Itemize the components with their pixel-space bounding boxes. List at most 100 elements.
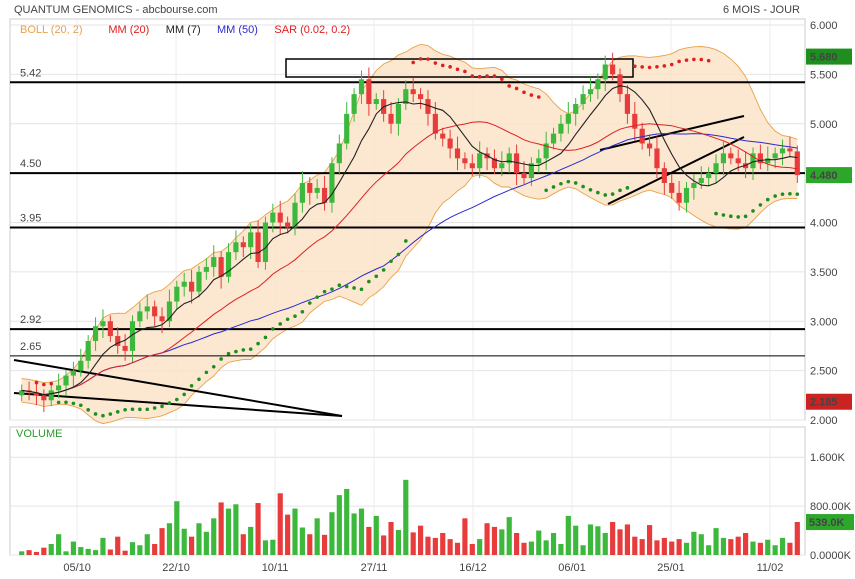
sar-dot: [507, 84, 512, 88]
volume-bar: [63, 551, 69, 555]
volume-bar: [196, 523, 202, 555]
volume-bar: [373, 515, 379, 555]
trend-line: [607, 136, 745, 205]
candle: [521, 173, 527, 179]
sar-dot: [773, 194, 777, 198]
candle: [639, 128, 645, 144]
volume-bar: [728, 539, 734, 555]
candle: [676, 192, 682, 203]
volume-bar: [477, 539, 483, 555]
sar-dot: [455, 67, 460, 72]
candle: [765, 158, 771, 164]
volume-bar: [506, 517, 512, 555]
sar-dot: [367, 279, 371, 284]
sar-dot: [544, 188, 548, 193]
sar-dot: [751, 209, 755, 213]
candle: [454, 148, 461, 159]
candle: [728, 153, 734, 159]
volume-bar: [299, 527, 305, 555]
candle: [654, 148, 660, 169]
legend-item: SAR (0.02, 0.2): [274, 24, 350, 36]
sar-dot: [78, 403, 83, 408]
volume-tick-label: 0.0000K: [810, 550, 852, 562]
candle: [462, 158, 468, 164]
volume-bar: [765, 539, 771, 555]
volume-bar: [676, 539, 682, 555]
candle: [720, 153, 727, 164]
candle: [307, 183, 313, 193]
volume-bar: [536, 530, 542, 555]
sar-dot: [500, 77, 504, 81]
candle: [706, 173, 712, 179]
volume-bar: [314, 518, 320, 555]
candle: [336, 143, 342, 164]
y-tick-label: 4.000: [810, 218, 838, 230]
trend-line: [13, 359, 343, 417]
sar-dot: [625, 186, 630, 190]
sar-dot: [234, 349, 238, 354]
sar-dot: [344, 284, 349, 289]
volume-bar: [713, 528, 719, 555]
candle: [292, 202, 298, 228]
candle: [189, 281, 195, 292]
sar-dot: [101, 413, 105, 418]
volume-bar: [469, 544, 475, 555]
candle: [698, 178, 704, 183]
volume-bar: [166, 523, 173, 555]
volume-bar: [255, 503, 261, 555]
volume-bar: [787, 542, 793, 555]
candle: [403, 89, 409, 104]
sar-dot: [389, 259, 393, 264]
candle: [772, 153, 778, 159]
candle: [321, 187, 328, 203]
candle: [646, 143, 653, 149]
candle: [669, 183, 675, 193]
sar-dot: [706, 58, 711, 63]
sar-dot: [115, 410, 120, 414]
volume-bar: [417, 525, 424, 555]
candle: [255, 232, 261, 262]
sar-dot: [130, 407, 135, 412]
sar-dot: [285, 317, 290, 322]
volume-bar: [307, 534, 313, 555]
candle: [314, 187, 320, 193]
level-label: 2.65: [20, 341, 41, 353]
x-tick-label: 10/11: [262, 562, 289, 574]
candle: [299, 183, 305, 203]
sar-dot: [647, 65, 652, 70]
sar-dot: [278, 322, 283, 326]
sar-dot: [618, 188, 622, 193]
sar-dot: [219, 357, 223, 361]
sar-dot: [204, 370, 209, 375]
sar-dot: [795, 192, 800, 196]
candle: [41, 395, 47, 401]
volume-bar: [646, 525, 653, 555]
sar-dot: [167, 401, 172, 405]
candle: [166, 301, 173, 322]
sar-dot: [551, 185, 556, 189]
volume-bar: [610, 522, 616, 555]
volume-bar: [661, 537, 667, 555]
sar-dot: [404, 239, 408, 243]
candle: [580, 94, 586, 104]
candle: [550, 133, 557, 144]
candle: [129, 321, 136, 351]
candle: [366, 79, 372, 104]
sar-dot: [34, 380, 39, 385]
sar-dot: [677, 59, 681, 64]
candle: [750, 153, 756, 169]
sar-dot: [396, 252, 401, 257]
candle: [536, 158, 542, 164]
candle: [410, 89, 416, 95]
sar-dot: [93, 412, 98, 416]
candle: [19, 390, 25, 396]
volume-bar: [56, 534, 62, 555]
volume-bar: [454, 542, 461, 555]
sar-dot: [699, 57, 704, 62]
candle: [203, 266, 209, 272]
x-tick-label: 25/01: [657, 562, 685, 574]
volume-bar: [632, 536, 638, 555]
volume-bar: [240, 534, 246, 555]
candle: [787, 148, 793, 152]
level-label: 3.95: [20, 212, 41, 224]
